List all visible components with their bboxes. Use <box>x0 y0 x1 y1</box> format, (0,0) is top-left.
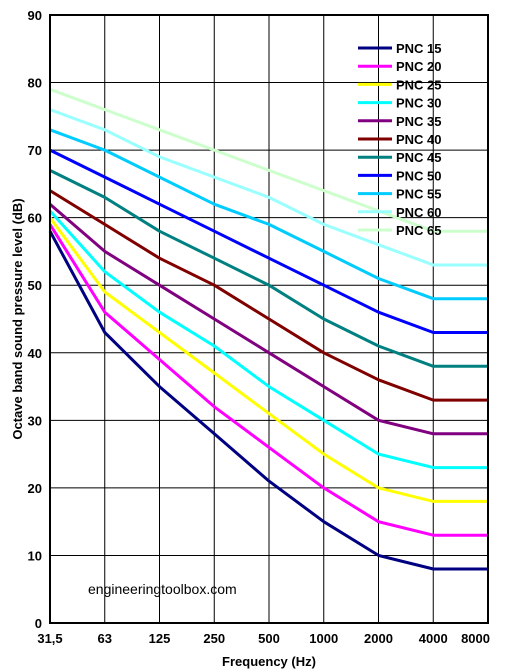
y-tick-label: 0 <box>35 616 42 631</box>
y-tick-label: 40 <box>28 346 42 361</box>
x-tick-labels: 31,5 63 125 250 500 1000 2000 4000 8000 <box>37 631 490 646</box>
legend-label: PNC 40 <box>396 132 442 147</box>
x-tick-label: 125 <box>149 631 171 646</box>
x-tick-label: 250 <box>203 631 225 646</box>
series-line <box>48 223 488 537</box>
legend-label: PNC 55 <box>396 187 442 202</box>
y-tick-label: 10 <box>28 548 42 563</box>
x-tick-label: 2000 <box>364 631 393 646</box>
y-tick-label: 60 <box>28 211 42 226</box>
y-axis-label: Octave band sound pressure level (dB) <box>10 198 25 439</box>
y-tick-label: 30 <box>28 413 42 428</box>
series-line <box>49 87 488 233</box>
legend-label: PNC 25 <box>396 77 442 92</box>
series-line <box>48 209 488 470</box>
x-tick-label: 1000 <box>309 631 338 646</box>
x-tick-label: 4000 <box>419 631 448 646</box>
x-tick-label: 31,5 <box>37 631 62 646</box>
y-tick-label: 20 <box>28 481 42 496</box>
series-line <box>48 230 488 571</box>
watermark-text: engineeringtoolbox.com <box>88 581 237 597</box>
legend-label: PNC 50 <box>396 168 442 183</box>
legend-label: PNC 45 <box>396 150 442 165</box>
x-axis-label: Frequency (Hz) <box>222 654 316 669</box>
legend-label: PNC 35 <box>396 114 442 129</box>
series-line <box>49 128 488 301</box>
y-tick-label: 90 <box>28 8 42 23</box>
x-tick-label: 500 <box>258 631 280 646</box>
y-tick-label: 70 <box>28 143 42 158</box>
legend: PNC 15 PNC 20 PNC 25 PNC 30 PNC 35 PNC 40 PNC … <box>358 41 442 238</box>
series-line <box>48 216 488 503</box>
y-tick-label: 80 <box>28 76 42 91</box>
legend-label: PNC 60 <box>396 205 442 220</box>
legend-label: PNC 15 <box>396 41 442 56</box>
series-line <box>49 169 488 368</box>
x-tick-label: 8000 <box>461 631 490 646</box>
series-line <box>49 203 488 436</box>
legend-label: PNC 20 <box>396 59 442 74</box>
legend-label: PNC 65 <box>396 223 442 238</box>
series-line <box>49 189 488 402</box>
legend-label: PNC 30 <box>396 96 442 111</box>
plot-frame <box>49 14 489 624</box>
series-line <box>49 108 488 267</box>
series-lines <box>48 87 488 571</box>
y-tick-label: 50 <box>28 278 42 293</box>
x-tick-label: 63 <box>98 631 112 646</box>
y-tick-labels: 0 10 20 30 40 50 60 70 80 90 <box>28 8 42 631</box>
series-line <box>49 148 488 334</box>
